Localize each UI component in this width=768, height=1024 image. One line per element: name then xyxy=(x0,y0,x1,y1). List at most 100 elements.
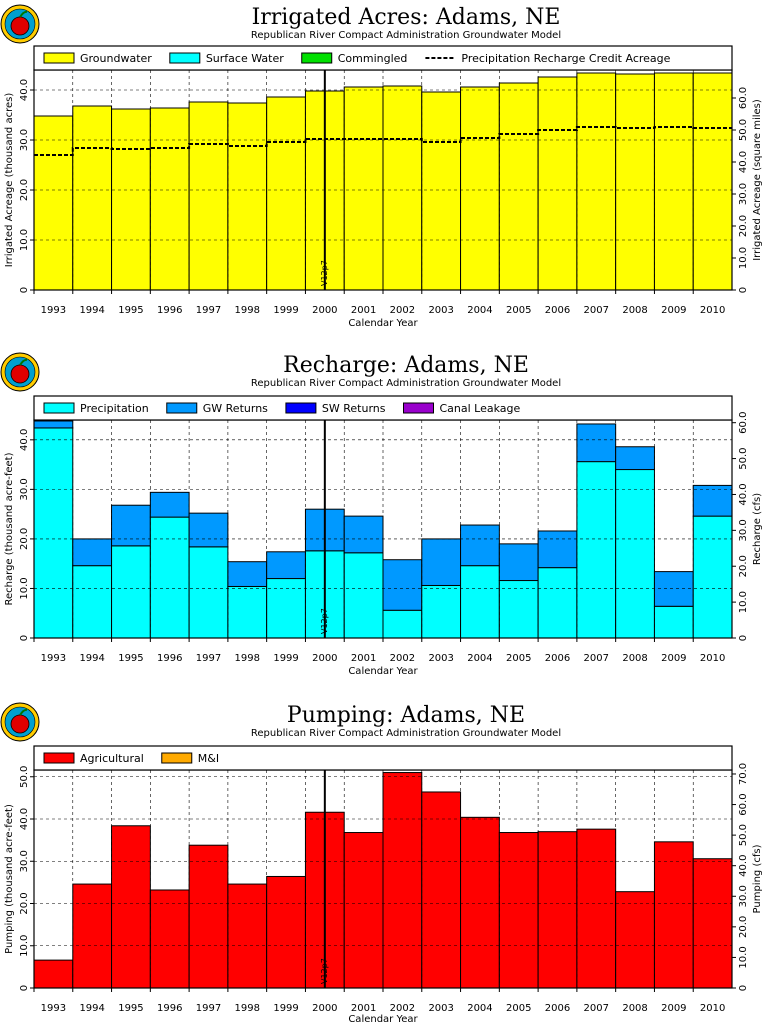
x-tick-label: 2003 xyxy=(428,305,453,316)
bar-precipitation xyxy=(111,545,151,639)
y-tick-label: 40.0 xyxy=(19,808,30,830)
bar-groundwater xyxy=(72,105,113,291)
y-tick-label: 0 xyxy=(19,635,30,641)
bar-groundwater xyxy=(266,96,306,291)
bar-precipitation xyxy=(498,580,539,639)
y-tick-label: 40.0 xyxy=(19,79,30,101)
chart-subtitle: Republican River Compact Administration … xyxy=(251,728,561,739)
x-ticks: 1993 1994 1995 1996 1997 1998 1999 2000 2001 2002… xyxy=(33,638,725,664)
legend-label: Agricultural xyxy=(80,752,144,765)
bar-precipitation xyxy=(72,565,113,639)
bar-agricultural xyxy=(149,889,190,989)
y2-tick-label: 60.0 xyxy=(738,412,749,434)
y2-tick-label: 40.0 xyxy=(738,483,749,505)
x-tick-label: 1994 xyxy=(79,305,104,316)
bar-gw-returns xyxy=(227,561,268,587)
y2-tick-label: 20.0 xyxy=(738,215,749,237)
x-tick-label: 2010 xyxy=(700,653,725,664)
x-tick-label: 2007 xyxy=(584,653,609,664)
x-tick-label: 2008 xyxy=(622,305,647,316)
y2-tick-label: 30.0 xyxy=(738,885,749,907)
x-tick-label: 2000 xyxy=(312,653,337,664)
y2-tick-label: 50.0 xyxy=(738,119,749,141)
bar-groundwater xyxy=(111,108,151,291)
x-axis-label: Calendar Year xyxy=(348,1014,418,1024)
legend-label: Precipitation Recharge Credit Acreage xyxy=(461,52,670,65)
legend-swatch xyxy=(403,402,434,414)
x-tick-label: 2003 xyxy=(428,653,453,664)
x-tick-label: 1996 xyxy=(157,653,182,664)
y-tick-label: 0 xyxy=(19,985,30,991)
legend-label: Canal Leakage xyxy=(440,402,521,415)
x-tick-label: 1999 xyxy=(273,653,298,664)
bar-agricultural xyxy=(576,828,617,989)
bar-agricultural xyxy=(382,772,423,989)
bar-gw-returns xyxy=(537,530,578,569)
bar-gw-returns xyxy=(653,571,694,607)
bar-groundwater xyxy=(460,86,500,291)
x-tick-label: 1997 xyxy=(196,305,221,316)
y-tick-label: 30.0 xyxy=(19,850,30,872)
bar-precipitation xyxy=(227,585,268,639)
x-tick-label: 1995 xyxy=(118,305,143,316)
y-tick-label: 50.0 xyxy=(19,766,30,788)
legend-swatch xyxy=(301,52,333,64)
bar-gw-returns xyxy=(382,559,423,611)
grid xyxy=(34,420,732,638)
bar-precipitation xyxy=(653,605,694,639)
x-tick-label: 1993 xyxy=(41,653,66,664)
y2-tick-label: 10.0 xyxy=(738,591,749,613)
bar-precipitation xyxy=(576,461,617,639)
legend-swatch xyxy=(166,402,198,414)
y-axis-label: Pumping (thousand acre-feet) xyxy=(4,804,15,954)
y2-tick-label: 0 xyxy=(738,985,749,991)
y2-ticks: 0 10.0 20.0 30.0 40.0 50.0 60.0 70.0 xyxy=(732,763,749,991)
x-tick-label: 1993 xyxy=(41,1003,66,1014)
bar-gw-returns xyxy=(149,491,190,518)
x-tick-label: 2010 xyxy=(700,1003,725,1014)
x-axis-label: Calendar Year xyxy=(348,666,418,677)
x-tick-label: 2004 xyxy=(467,305,492,316)
bar-agricultural xyxy=(188,844,229,989)
x-tick-label: 2004 xyxy=(467,653,492,664)
legend-box xyxy=(33,395,733,421)
bar-gw-returns xyxy=(343,515,384,554)
x-tick-label: 2005 xyxy=(506,305,531,316)
x-tick-label: 2005 xyxy=(506,1003,531,1014)
chart-title: Pumping: Adams, NE xyxy=(287,703,525,728)
bar-agricultural xyxy=(111,825,151,989)
bar-precipitation xyxy=(33,427,74,639)
x-axis-label: Calendar Year xyxy=(348,318,418,329)
bar-precipitation xyxy=(382,609,423,639)
x-tick-label: 1998 xyxy=(235,305,260,316)
x-tick-label: 2004 xyxy=(467,1003,492,1014)
legend: Groundwater Surface Water Commingled Precip… xyxy=(43,52,671,65)
y2-tick-label: 60.0 xyxy=(738,793,749,815)
x-tick-label: 2006 xyxy=(545,1003,570,1014)
bar-agricultural xyxy=(615,891,655,989)
bar-groundwater xyxy=(498,82,539,291)
y2-tick-label: 60.0 xyxy=(738,87,749,109)
bar-agricultural xyxy=(460,816,500,989)
x-tick-label: 2002 xyxy=(390,305,415,316)
legend-label: M&I xyxy=(198,752,219,765)
x-tick-label: 1998 xyxy=(235,1003,260,1014)
bar-precipitation xyxy=(149,516,190,639)
bar-groundwater xyxy=(343,86,384,291)
y2-axis-label: Recharge (cfs) xyxy=(752,493,763,565)
y2-tick-label: 50.0 xyxy=(738,447,749,469)
x-ticks: 1993 1994 1995 1996 1997 1998 1999 2000 2001 2002… xyxy=(33,290,725,316)
bar-groundwater xyxy=(692,72,733,291)
bar-agricultural xyxy=(653,841,694,989)
bar-precipitation xyxy=(188,546,229,639)
x-tick-label: 2003 xyxy=(428,1003,453,1014)
bar-gw-returns xyxy=(111,504,151,547)
y-ticks: 0 10.0 20.0 30.0 40.0 xyxy=(19,429,34,641)
series-line xyxy=(34,126,732,156)
x-tick-label: 2007 xyxy=(584,1003,609,1014)
bar-precipitation xyxy=(421,584,462,639)
bar-groundwater xyxy=(615,73,655,291)
x-tick-label: 2009 xyxy=(661,305,686,316)
